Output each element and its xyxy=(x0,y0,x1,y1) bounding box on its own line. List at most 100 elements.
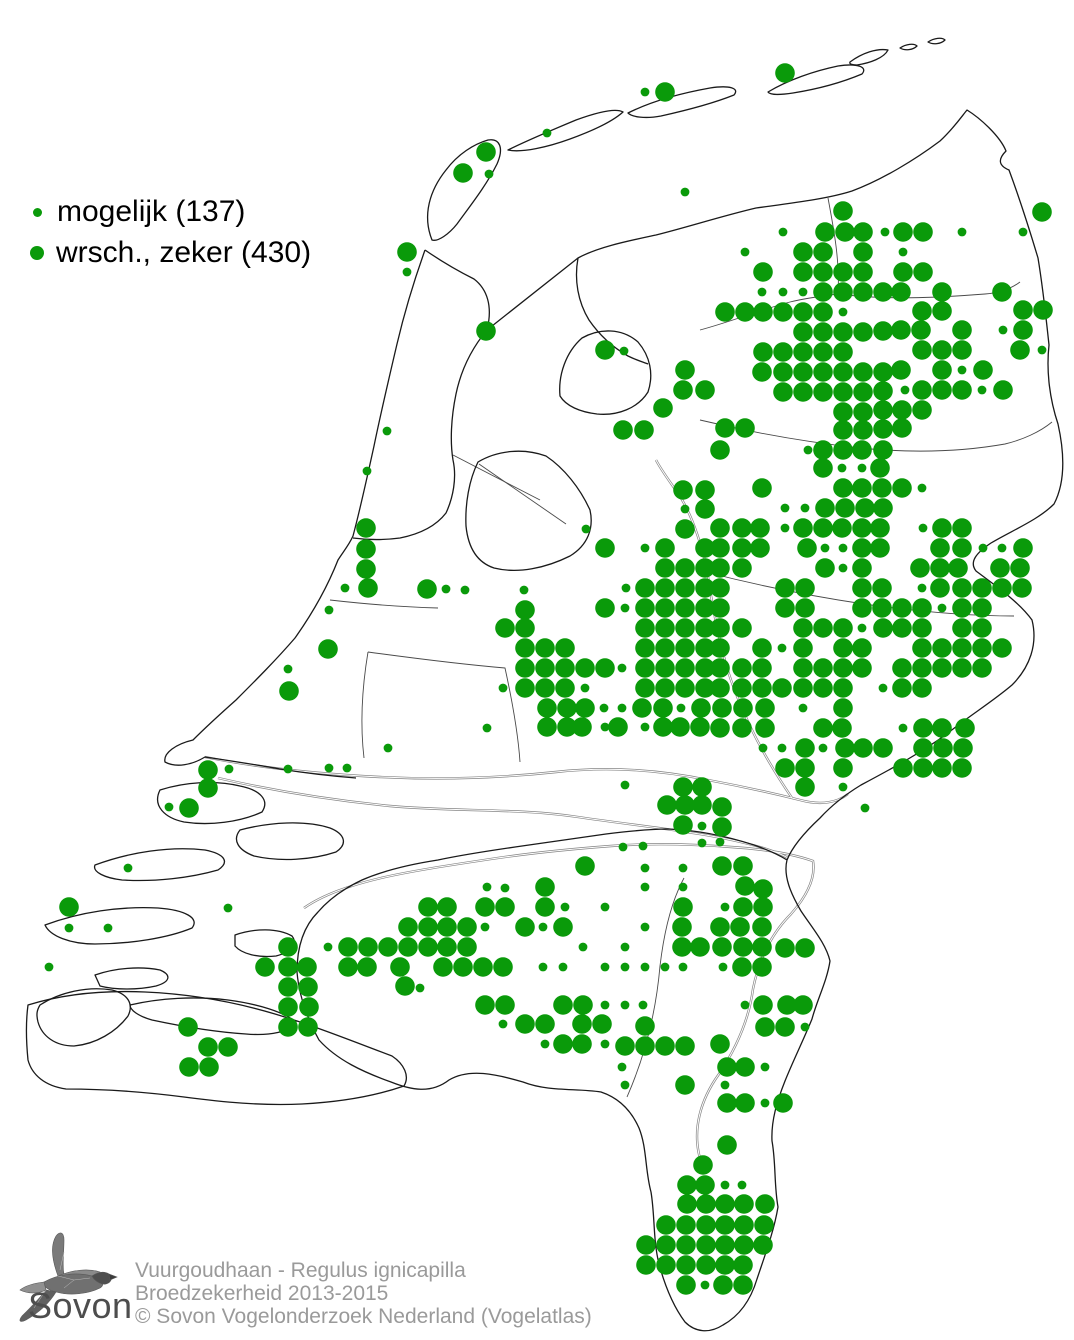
dot-wrsch-zeker xyxy=(675,678,695,698)
dot-wrsch-zeker xyxy=(318,639,338,659)
dot-mogelijk xyxy=(957,365,967,375)
dot-mogelijk xyxy=(898,723,908,733)
dot-wrsch-zeker xyxy=(693,1155,713,1175)
dot-wrsch-zeker xyxy=(358,578,378,598)
dot-wrsch-zeker xyxy=(853,738,873,758)
dot-wrsch-zeker xyxy=(952,598,972,618)
dot-wrsch-zeker xyxy=(418,897,438,917)
dot-mogelijk xyxy=(324,763,334,773)
dot-wrsch-zeker xyxy=(715,302,735,322)
map-caption: Vuurgoudhaan - Regulus ignicapilla Broed… xyxy=(135,1259,592,1328)
dot-wrsch-zeker xyxy=(677,1175,697,1195)
dot-mogelijk xyxy=(898,247,908,257)
dot-wrsch-zeker xyxy=(932,360,952,380)
dot-wrsch-zeker xyxy=(930,538,950,558)
dot-wrsch-zeker xyxy=(358,937,378,957)
dot-wrsch-zeker xyxy=(676,1215,696,1235)
dot-wrsch-zeker xyxy=(813,718,833,738)
dot-wrsch-zeker xyxy=(696,1194,716,1214)
dot-mogelijk xyxy=(997,543,1007,553)
dot-mogelijk xyxy=(103,923,113,933)
dot-wrsch-zeker xyxy=(515,618,535,638)
dot-wrsch-zeker xyxy=(338,957,358,977)
dot-wrsch-zeker xyxy=(515,638,535,658)
dot-wrsch-zeker xyxy=(892,658,912,678)
dot-wrsch-zeker xyxy=(753,897,773,917)
dot-wrsch-zeker xyxy=(732,558,752,578)
dot-wrsch-zeker xyxy=(218,1037,238,1057)
dot-wrsch-zeker xyxy=(395,976,415,996)
dot-wrsch-zeker xyxy=(695,499,715,519)
dot-wrsch-zeker xyxy=(932,380,952,400)
dot-wrsch-zeker xyxy=(635,678,655,698)
dot-wrsch-zeker xyxy=(872,478,892,498)
dot-wrsch-zeker xyxy=(992,282,1012,302)
dot-wrsch-zeker xyxy=(695,380,715,400)
dot-wrsch-zeker xyxy=(912,618,932,638)
dot-wrsch-zeker xyxy=(972,618,992,638)
dot-wrsch-zeker xyxy=(833,201,853,221)
dot-wrsch-zeker xyxy=(930,578,950,598)
dot-mogelijk xyxy=(480,922,490,932)
legend-label: wrsch., zeker (430) xyxy=(56,236,312,269)
dot-mogelijk xyxy=(600,1039,610,1049)
dot-wrsch-zeker xyxy=(752,362,772,382)
dot-wrsch-zeker xyxy=(356,539,376,559)
dot-wrsch-zeker xyxy=(913,718,933,738)
dot-wrsch-zeker xyxy=(973,360,993,380)
rivers xyxy=(204,459,849,1163)
dot-wrsch-zeker xyxy=(710,917,730,937)
dot-wrsch-zeker xyxy=(932,638,952,658)
dot-wrsch-zeker xyxy=(873,498,893,518)
dot-wrsch-zeker xyxy=(813,440,833,460)
dot-wrsch-zeker xyxy=(952,618,972,638)
dot-wrsch-zeker xyxy=(692,777,712,797)
dot-wrsch-zeker xyxy=(952,518,972,538)
dot-wrsch-zeker xyxy=(653,717,673,737)
dot-wrsch-zeker xyxy=(676,1255,696,1275)
dot-wrsch-zeker xyxy=(775,1017,795,1037)
dot-mogelijk xyxy=(620,1000,630,1010)
dot-wrsch-zeker xyxy=(695,538,715,558)
dot-mogelijk xyxy=(757,287,767,297)
dot-mogelijk xyxy=(640,922,650,932)
dot-wrsch-zeker xyxy=(833,678,853,698)
dot-wrsch-zeker xyxy=(835,222,855,242)
dot-wrsch-zeker xyxy=(752,658,772,678)
dot-wrsch-zeker xyxy=(793,638,813,658)
dot-wrsch-zeker xyxy=(735,302,755,322)
dot-wrsch-zeker xyxy=(555,658,575,678)
dot-wrsch-zeker xyxy=(715,1235,735,1255)
dot-wrsch-zeker xyxy=(793,342,813,362)
dot-wrsch-zeker xyxy=(912,400,932,420)
dot-wrsch-zeker xyxy=(717,1135,737,1155)
dot-wrsch-zeker xyxy=(813,262,833,282)
dot-wrsch-zeker xyxy=(777,995,797,1015)
dot-wrsch-zeker xyxy=(832,718,852,738)
dot-wrsch-zeker xyxy=(952,320,972,340)
dot-wrsch-zeker xyxy=(495,995,515,1015)
dot-mogelijk xyxy=(519,585,529,595)
dot-mogelijk xyxy=(620,780,630,790)
dot-mogelijk xyxy=(44,962,54,972)
dot-wrsch-zeker xyxy=(713,1275,733,1295)
dot-wrsch-zeker xyxy=(655,638,675,658)
dot-wrsch-zeker xyxy=(815,498,835,518)
dot-wrsch-zeker xyxy=(515,917,535,937)
dot-mogelijk xyxy=(660,962,670,972)
dot-wrsch-zeker xyxy=(297,957,317,977)
dot-wrsch-zeker xyxy=(734,1215,754,1235)
dot-mogelijk xyxy=(323,942,333,952)
dot-wrsch-zeker xyxy=(1010,558,1030,578)
dot-wrsch-zeker xyxy=(833,262,853,282)
dot-mogelijk xyxy=(838,563,848,573)
dot-wrsch-zeker xyxy=(710,598,730,618)
dot-wrsch-zeker xyxy=(653,398,673,418)
dot-wrsch-zeker xyxy=(695,480,715,500)
dot-mogelijk xyxy=(697,838,707,848)
dot-mogelijk xyxy=(780,523,790,533)
dot-wrsch-zeker xyxy=(675,658,695,678)
dot-mogelijk xyxy=(638,1000,648,1010)
dot-wrsch-zeker xyxy=(734,1235,754,1255)
